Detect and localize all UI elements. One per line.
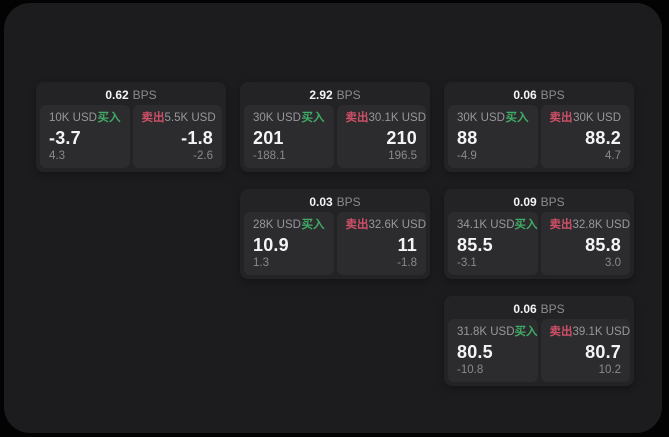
- sell-side-label: 卖出: [549, 112, 573, 124]
- sell-notional: 5.5K USD: [164, 112, 216, 124]
- spread-header: 0.06 BPS: [448, 300, 630, 319]
- spread-value: 0.06: [513, 88, 537, 102]
- spread-value: 2.92: [309, 88, 333, 102]
- bid-delta: -4.9: [457, 150, 477, 162]
- buy-side-label: 买入: [301, 112, 325, 124]
- spread-value: 0.03: [309, 195, 333, 209]
- bps-label: BPS: [336, 195, 361, 209]
- sell-tile[interactable]: 卖出 30K USD 88.2 4.7: [540, 105, 630, 168]
- quote-card[interactable]: 2.92 BPS 30K USD 买入 201 -188.1 卖出 30.1K …: [240, 82, 430, 172]
- ask-delta: 4.7: [605, 150, 621, 162]
- ask-delta: 196.5: [388, 150, 417, 162]
- ask-delta: 3.0: [605, 257, 621, 269]
- quote-grid: 0.62 BPS 10K USD 买入 -3.7 4.3 卖出 5.5K USD: [36, 82, 634, 386]
- bid-price: 10.9: [253, 235, 289, 255]
- ask-price: -1.8: [181, 128, 213, 148]
- buy-notional: 34.1K USD: [457, 219, 515, 231]
- sell-tile[interactable]: 卖出 5.5K USD -1.8 -2.6: [132, 105, 222, 168]
- quote-card[interactable]: 0.09 BPS 34.1K USD 买入 85.5 -3.1 卖出 32.8K…: [444, 189, 634, 279]
- ask-price: 11: [397, 235, 417, 255]
- ask-price: 210: [386, 128, 417, 148]
- buy-notional: 10K USD: [49, 112, 97, 124]
- ask-price: 85.8: [585, 235, 621, 255]
- bps-label: BPS: [336, 88, 361, 102]
- sell-side-label: 卖出: [549, 326, 573, 338]
- bid-price: 201: [253, 128, 284, 148]
- bps-label: BPS: [540, 195, 565, 209]
- spread-value: 0.06: [513, 302, 537, 316]
- ask-delta: 10.2: [598, 364, 621, 376]
- buy-tile[interactable]: 30K USD 买入 201 -188.1: [244, 105, 334, 168]
- quote-card[interactable]: 0.06 BPS 30K USD 买入 88 -4.9 卖出 30K USD: [444, 82, 634, 172]
- spread-header: 0.62 BPS: [40, 86, 222, 105]
- bid-price: -3.7: [49, 128, 81, 148]
- bps-label: BPS: [540, 302, 565, 316]
- sell-side-label: 卖出: [345, 219, 369, 231]
- buy-side-label: 买入: [505, 112, 529, 124]
- bid-delta: -10.8: [457, 364, 484, 376]
- buy-notional: 30K USD: [457, 112, 505, 124]
- spread-value: 0.62: [105, 88, 129, 102]
- app-panel: 0.62 BPS 10K USD 买入 -3.7 4.3 卖出 5.5K USD: [4, 3, 662, 433]
- bps-label: BPS: [540, 88, 565, 102]
- bid-price: 85.5: [457, 235, 493, 255]
- sell-tile[interactable]: 卖出 30.1K USD 210 196.5: [336, 105, 427, 168]
- sell-notional: 32.6K USD: [368, 219, 427, 231]
- buy-side-label: 买入: [301, 219, 325, 231]
- sell-tile[interactable]: 卖出 32.8K USD 85.8 3.0: [540, 212, 631, 275]
- buy-tile[interactable]: 10K USD 买入 -3.7 4.3: [40, 105, 130, 168]
- buy-side-label: 买入: [97, 112, 121, 124]
- sell-side-label: 卖出: [345, 112, 369, 124]
- sell-notional: 32.8K USD: [572, 219, 631, 231]
- ask-delta: -1.8: [397, 257, 417, 269]
- spread-value: 0.09: [513, 195, 537, 209]
- ask-delta: -2.6: [193, 150, 213, 162]
- quote-card[interactable]: 0.03 BPS 28K USD 买入 10.9 1.3 卖出 32.6K US…: [240, 189, 430, 279]
- buy-side-label: 买入: [514, 219, 538, 231]
- bid-delta: -3.1: [457, 257, 477, 269]
- quote-card[interactable]: 0.62 BPS 10K USD 买入 -3.7 4.3 卖出 5.5K USD: [36, 82, 226, 172]
- sell-notional: 39.1K USD: [572, 326, 631, 338]
- sell-tile[interactable]: 卖出 32.6K USD 11 -1.8: [336, 212, 427, 275]
- buy-notional: 30K USD: [253, 112, 301, 124]
- bid-price: 80.5: [457, 342, 493, 362]
- sell-side-label: 卖出: [549, 219, 573, 231]
- ask-price: 80.7: [585, 342, 621, 362]
- spread-header: 0.03 BPS: [244, 193, 426, 212]
- buy-notional: 31.8K USD: [457, 326, 515, 338]
- spread-header: 0.09 BPS: [448, 193, 630, 212]
- spread-header: 2.92 BPS: [244, 86, 426, 105]
- bid-delta: 1.3: [253, 257, 269, 269]
- bid-delta: -188.1: [253, 150, 286, 162]
- sell-tile[interactable]: 卖出 39.1K USD 80.7 10.2: [540, 319, 631, 382]
- sell-notional: 30.1K USD: [368, 112, 427, 124]
- sell-side-label: 卖出: [141, 112, 165, 124]
- buy-tile[interactable]: 28K USD 买入 10.9 1.3: [244, 212, 334, 275]
- buy-tile[interactable]: 31.8K USD 买入 80.5 -10.8: [448, 319, 538, 382]
- buy-side-label: 买入: [514, 326, 538, 338]
- ask-price: 88.2: [585, 128, 621, 148]
- spread-header: 0.06 BPS: [448, 86, 630, 105]
- buy-tile[interactable]: 30K USD 买入 88 -4.9: [448, 105, 538, 168]
- sell-notional: 30K USD: [573, 112, 621, 124]
- bid-price: 88: [457, 128, 478, 148]
- bid-delta: 4.3: [49, 150, 65, 162]
- bps-label: BPS: [132, 88, 157, 102]
- buy-tile[interactable]: 34.1K USD 买入 85.5 -3.1: [448, 212, 538, 275]
- quote-card[interactable]: 0.06 BPS 31.8K USD 买入 80.5 -10.8 卖出 39.1…: [444, 296, 634, 386]
- buy-notional: 28K USD: [253, 219, 301, 231]
